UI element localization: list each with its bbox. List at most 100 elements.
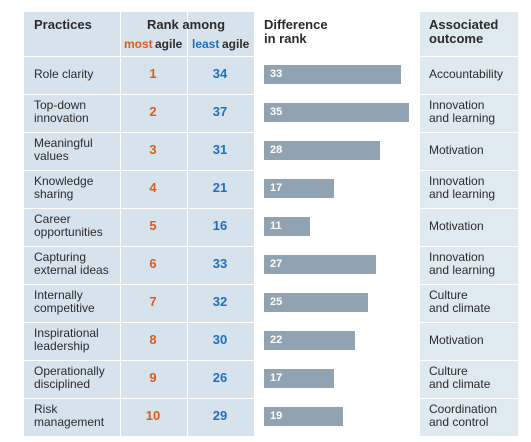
rank-most-agile: 4 <box>149 180 157 195</box>
rank-least-agile: 37 <box>212 104 228 119</box>
outcome-column-bg <box>419 12 518 436</box>
difference-value: 35 <box>270 106 283 118</box>
row-divider <box>24 284 518 285</box>
practice-label-line1: Knowledge <box>34 174 94 188</box>
header-rank-among: Rank among <box>147 17 226 32</box>
practice-label-line2: external ideas <box>34 263 109 277</box>
rank-most-agile: 10 <box>145 408 161 423</box>
column-divider <box>419 12 420 436</box>
row-divider <box>24 56 518 57</box>
difference-bar <box>264 141 380 160</box>
rank-least-agile: 16 <box>212 218 228 233</box>
difference-value: 17 <box>270 182 283 194</box>
header-most: most <box>124 37 153 51</box>
difference-value: 27 <box>270 258 283 270</box>
practice-label-line2: disciplined <box>34 377 91 391</box>
practice-label-line1: Internally <box>34 288 83 302</box>
difference-value: 22 <box>270 334 283 346</box>
row-divider <box>24 360 518 361</box>
header-difference-line1: Difference <box>264 17 328 32</box>
header-difference-line2: in rank <box>264 31 307 46</box>
outcome-label-line1: Motivation <box>429 333 484 347</box>
row-divider <box>24 322 518 323</box>
rank-least-agile: 26 <box>212 370 228 385</box>
difference-value: 11 <box>270 220 282 232</box>
practice-label-line1: Role clarity <box>34 67 94 81</box>
outcome-label-line1: Accountability <box>429 67 504 81</box>
practice-label-line1: Capturing <box>34 250 87 264</box>
outcome-label-line2: and learning <box>429 187 496 201</box>
rank-most-agile: 9 <box>149 370 157 385</box>
header-least: least <box>192 37 220 51</box>
row-divider <box>24 246 518 247</box>
column-divider <box>187 12 188 436</box>
outcome-label-line1: Motivation <box>429 143 484 157</box>
practice-label-line2: competitive <box>34 301 95 315</box>
difference-bar <box>264 179 334 198</box>
rank-most-agile: 8 <box>149 332 157 347</box>
practice-label-line1: Top-down <box>34 98 87 112</box>
rank-least-agile: 31 <box>212 142 228 157</box>
outcome-label-line1: Innovation <box>429 98 485 112</box>
practice-label-line2: sharing <box>34 187 74 201</box>
row-divider <box>24 208 518 209</box>
difference-bar <box>264 217 310 236</box>
practice-label-line2: innovation <box>34 111 89 125</box>
difference-bar <box>264 369 334 388</box>
practice-label-line1: Career <box>34 212 71 226</box>
difference-bar <box>264 293 368 312</box>
difference-bar <box>264 255 376 274</box>
rank-least-agile: 30 <box>212 332 228 347</box>
difference-value: 33 <box>270 68 283 80</box>
outcome-label-line1: Motivation <box>429 219 484 233</box>
difference-bar <box>264 407 343 426</box>
rank-least-agile: 33 <box>212 256 228 271</box>
difference-bar <box>264 331 355 350</box>
rank-most-agile: 2 <box>149 104 157 119</box>
practice-label-line1: Risk <box>34 402 58 416</box>
difference-value: 17 <box>270 372 283 384</box>
difference-value: 28 <box>270 144 283 156</box>
rank-least-agile: 32 <box>212 294 228 309</box>
header-agile-least: agile <box>222 37 250 51</box>
column-divider <box>120 12 121 436</box>
outcome-label-line2: and climate <box>429 377 491 391</box>
rank-least-agile: 29 <box>212 408 228 423</box>
row-divider <box>24 94 518 95</box>
header-outcome-line2: outcome <box>429 31 484 46</box>
practice-label-line1: Operationally <box>34 364 105 378</box>
outcome-label-line1: Culture <box>429 364 468 378</box>
outcome-label-line1: Innovation <box>429 174 485 188</box>
rank-most-agile: 1 <box>149 66 157 81</box>
rank-least-agile: 34 <box>212 66 228 81</box>
practice-label-line2: leadership <box>34 339 90 353</box>
rank-least-agile: 21 <box>212 180 228 195</box>
difference-value: 19 <box>270 410 283 422</box>
practice-label-line1: Meaningful <box>34 136 93 150</box>
outcome-label-line1: Innovation <box>429 250 485 264</box>
outcome-label-line2: and control <box>429 415 489 429</box>
outcome-label-line2: and learning <box>429 111 496 125</box>
practice-label-line2: values <box>34 149 69 163</box>
row-divider <box>24 170 518 171</box>
rank-most-agile: 6 <box>149 256 157 271</box>
header-practices: Practices <box>34 17 92 32</box>
difference-bar <box>264 65 401 84</box>
row-divider <box>24 398 518 399</box>
practices-column-bg <box>24 12 120 436</box>
rank-most-agile: 5 <box>149 218 157 233</box>
difference-bar <box>264 103 409 122</box>
rank-most-agile: 3 <box>149 142 157 157</box>
outcome-label-line1: Coordination <box>429 402 498 416</box>
practice-label-line1: Inspirational <box>34 326 99 340</box>
practice-label-line2: management <box>34 415 105 429</box>
difference-value: 25 <box>270 296 283 308</box>
column-divider <box>254 12 255 436</box>
rank-most-agile: 7 <box>149 294 157 309</box>
header-outcome-line1: Associated <box>429 17 499 32</box>
row-divider <box>24 132 518 133</box>
header-agile-most: agile <box>155 37 183 51</box>
outcome-label-line2: and climate <box>429 301 491 315</box>
outcome-label-line2: and learning <box>429 263 496 277</box>
